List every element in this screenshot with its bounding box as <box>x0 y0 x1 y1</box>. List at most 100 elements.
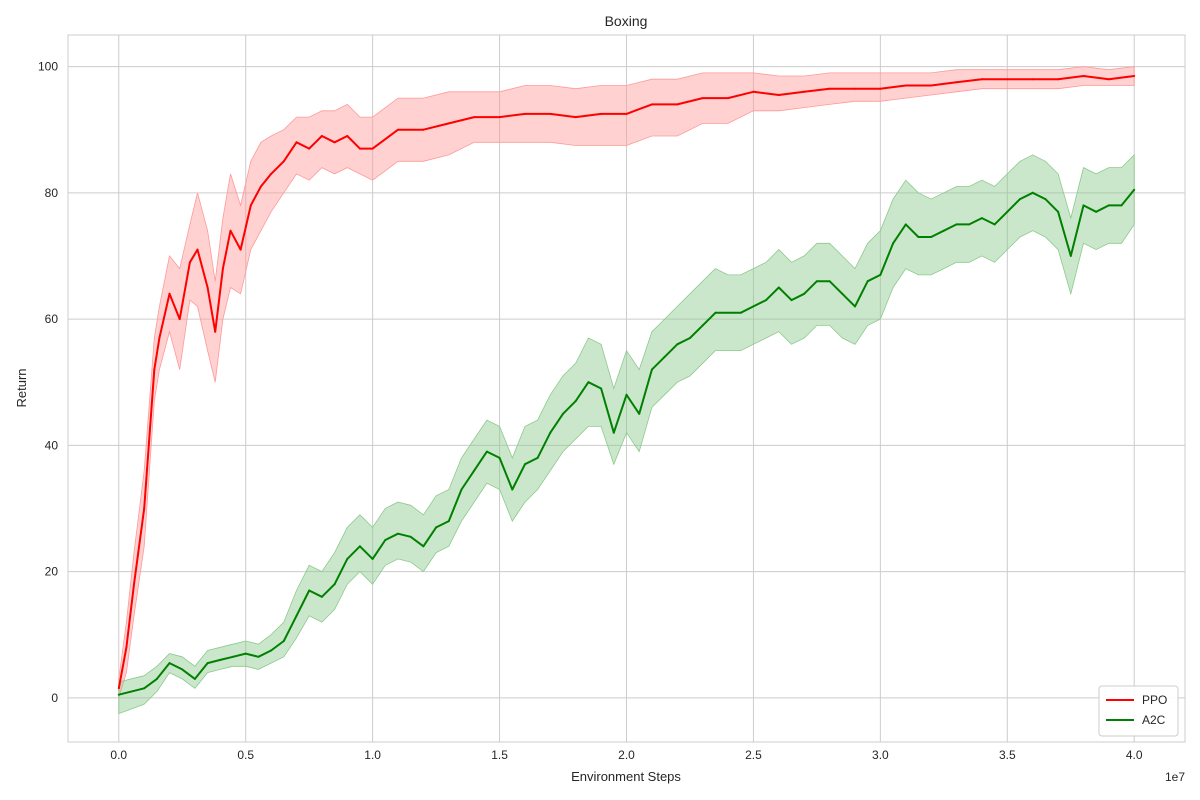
point-a2c <box>155 677 158 680</box>
point-a2c <box>1031 191 1034 194</box>
y-tick-label: 80 <box>45 186 59 200</box>
point-a2c <box>727 311 729 314</box>
point-a2c <box>917 236 920 238</box>
plot-frame <box>67 34 1186 743</box>
x-tick-label: 2.5 <box>745 748 762 762</box>
point-a2c <box>244 652 247 655</box>
point-a2c <box>384 539 387 541</box>
point-a2c <box>371 557 374 560</box>
point-a2c <box>397 532 399 535</box>
point-ppo <box>239 248 242 251</box>
x-tick-label: 1.5 <box>491 748 508 762</box>
y-axis-label: Return <box>14 368 29 407</box>
y-tick-label: 40 <box>45 438 59 452</box>
point-a2c <box>485 450 488 453</box>
point-a2c <box>549 431 552 434</box>
point-ppo <box>117 687 120 690</box>
point-a2c <box>232 655 234 658</box>
point-ppo <box>524 112 526 115</box>
point-ppo <box>574 116 577 119</box>
point-ppo <box>259 185 262 188</box>
point-a2c <box>1082 204 1085 207</box>
point-a2c <box>968 223 971 226</box>
point-ppo <box>153 368 156 371</box>
point-ppo <box>1057 78 1060 81</box>
point-ppo <box>1133 75 1136 77</box>
point-ppo <box>320 135 323 137</box>
y-tick-label: 100 <box>38 60 58 74</box>
x-axis-label: Environment Steps <box>571 769 681 784</box>
point-ppo <box>828 87 831 90</box>
point-a2c <box>1095 210 1098 213</box>
legend-label-a2c: A2C <box>1142 713 1166 727</box>
x-tick-label: 3.5 <box>999 748 1016 762</box>
point-a2c <box>701 324 704 327</box>
point-a2c <box>562 412 564 415</box>
x-offset-label: 1e7 <box>1165 770 1185 784</box>
point-ppo <box>1107 78 1110 81</box>
point-ppo <box>333 141 336 144</box>
point-a2c <box>574 400 577 403</box>
point-ppo <box>282 160 285 163</box>
point-ppo <box>125 646 128 649</box>
point-ppo <box>358 147 361 150</box>
x-tick-label: 0.0 <box>110 748 127 762</box>
point-ppo <box>1031 78 1034 81</box>
point-a2c <box>447 520 450 523</box>
point-a2c <box>689 337 691 339</box>
point-a2c <box>295 614 298 617</box>
point-ppo <box>1006 78 1009 81</box>
point-a2c <box>168 662 171 665</box>
x-tick-label: 4.0 <box>1126 748 1143 762</box>
point-a2c <box>460 488 463 491</box>
point-ppo <box>955 81 958 84</box>
point-ppo <box>752 90 755 93</box>
point-ppo <box>397 128 399 131</box>
band-a2c <box>118 153 1135 715</box>
line-ppo <box>117 75 1135 689</box>
point-a2c <box>638 412 641 415</box>
point-ppo <box>701 97 704 100</box>
point-a2c <box>333 583 336 586</box>
point-a2c <box>524 463 526 466</box>
y-tick-label: 20 <box>45 565 59 579</box>
point-a2c <box>511 488 514 491</box>
point-ppo <box>727 97 729 100</box>
point-a2c <box>676 343 679 346</box>
point-a2c <box>980 217 983 220</box>
point-a2c <box>282 640 285 642</box>
point-a2c <box>473 469 476 472</box>
point-ppo <box>133 583 135 586</box>
point-a2c <box>942 229 945 232</box>
x-tick-label: 0.5 <box>237 748 254 762</box>
point-a2c <box>663 355 666 358</box>
point-a2c <box>879 273 882 276</box>
point-ppo <box>308 147 311 150</box>
point-a2c <box>625 393 628 396</box>
point-a2c <box>219 658 222 661</box>
point-a2c <box>714 311 717 314</box>
point-a2c <box>1006 210 1009 213</box>
y-tick-label: 0 <box>51 691 58 705</box>
point-ppo <box>473 116 476 119</box>
point-a2c <box>993 223 996 226</box>
point-ppo <box>178 318 181 321</box>
point-a2c <box>1019 198 1021 201</box>
x-tick-label: 1.0 <box>364 748 381 762</box>
point-ppo <box>854 87 856 90</box>
point-a2c <box>752 305 755 308</box>
point-ppo <box>221 267 224 270</box>
point-a2c <box>866 280 869 283</box>
point-a2c <box>765 299 768 302</box>
point-ppo <box>168 292 171 295</box>
point-a2c <box>1057 210 1060 213</box>
point-ppo <box>803 90 806 93</box>
point-a2c <box>346 557 349 560</box>
point-ppo <box>158 337 161 339</box>
point-ppo <box>879 87 882 90</box>
point-a2c <box>930 236 933 238</box>
point-a2c <box>904 223 907 226</box>
point-ppo <box>188 261 191 264</box>
point-a2c <box>612 431 615 434</box>
